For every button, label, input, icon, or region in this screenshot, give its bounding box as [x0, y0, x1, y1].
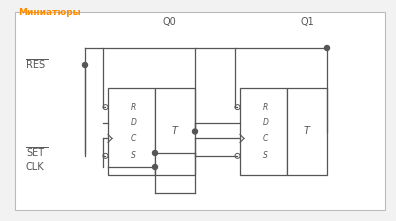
Text: T: T — [172, 126, 178, 137]
Text: R: R — [263, 103, 268, 112]
Circle shape — [324, 46, 329, 51]
Text: D: D — [131, 118, 137, 127]
Bar — [108, 88, 155, 175]
Text: C: C — [131, 134, 136, 143]
Circle shape — [152, 151, 158, 156]
Text: RES: RES — [26, 60, 45, 70]
Text: S: S — [131, 151, 136, 160]
Text: R: R — [131, 103, 136, 112]
Circle shape — [235, 153, 240, 158]
Circle shape — [82, 63, 88, 67]
Bar — [287, 88, 327, 175]
Text: Q1: Q1 — [300, 17, 314, 27]
Text: C: C — [263, 134, 268, 143]
Text: CLK: CLK — [26, 162, 45, 172]
Bar — [155, 88, 195, 175]
Text: Q0: Q0 — [162, 17, 176, 27]
Text: S: S — [263, 151, 268, 160]
Text: T: T — [304, 126, 310, 137]
Bar — [240, 88, 287, 175]
Circle shape — [103, 153, 108, 158]
Text: D: D — [263, 118, 268, 127]
Text: Миниатюры: Миниатюры — [18, 8, 81, 17]
Text: SET: SET — [26, 148, 44, 158]
Circle shape — [152, 164, 158, 170]
Circle shape — [235, 105, 240, 110]
Circle shape — [192, 129, 198, 134]
Circle shape — [103, 105, 108, 110]
Bar — [15, 12, 385, 210]
